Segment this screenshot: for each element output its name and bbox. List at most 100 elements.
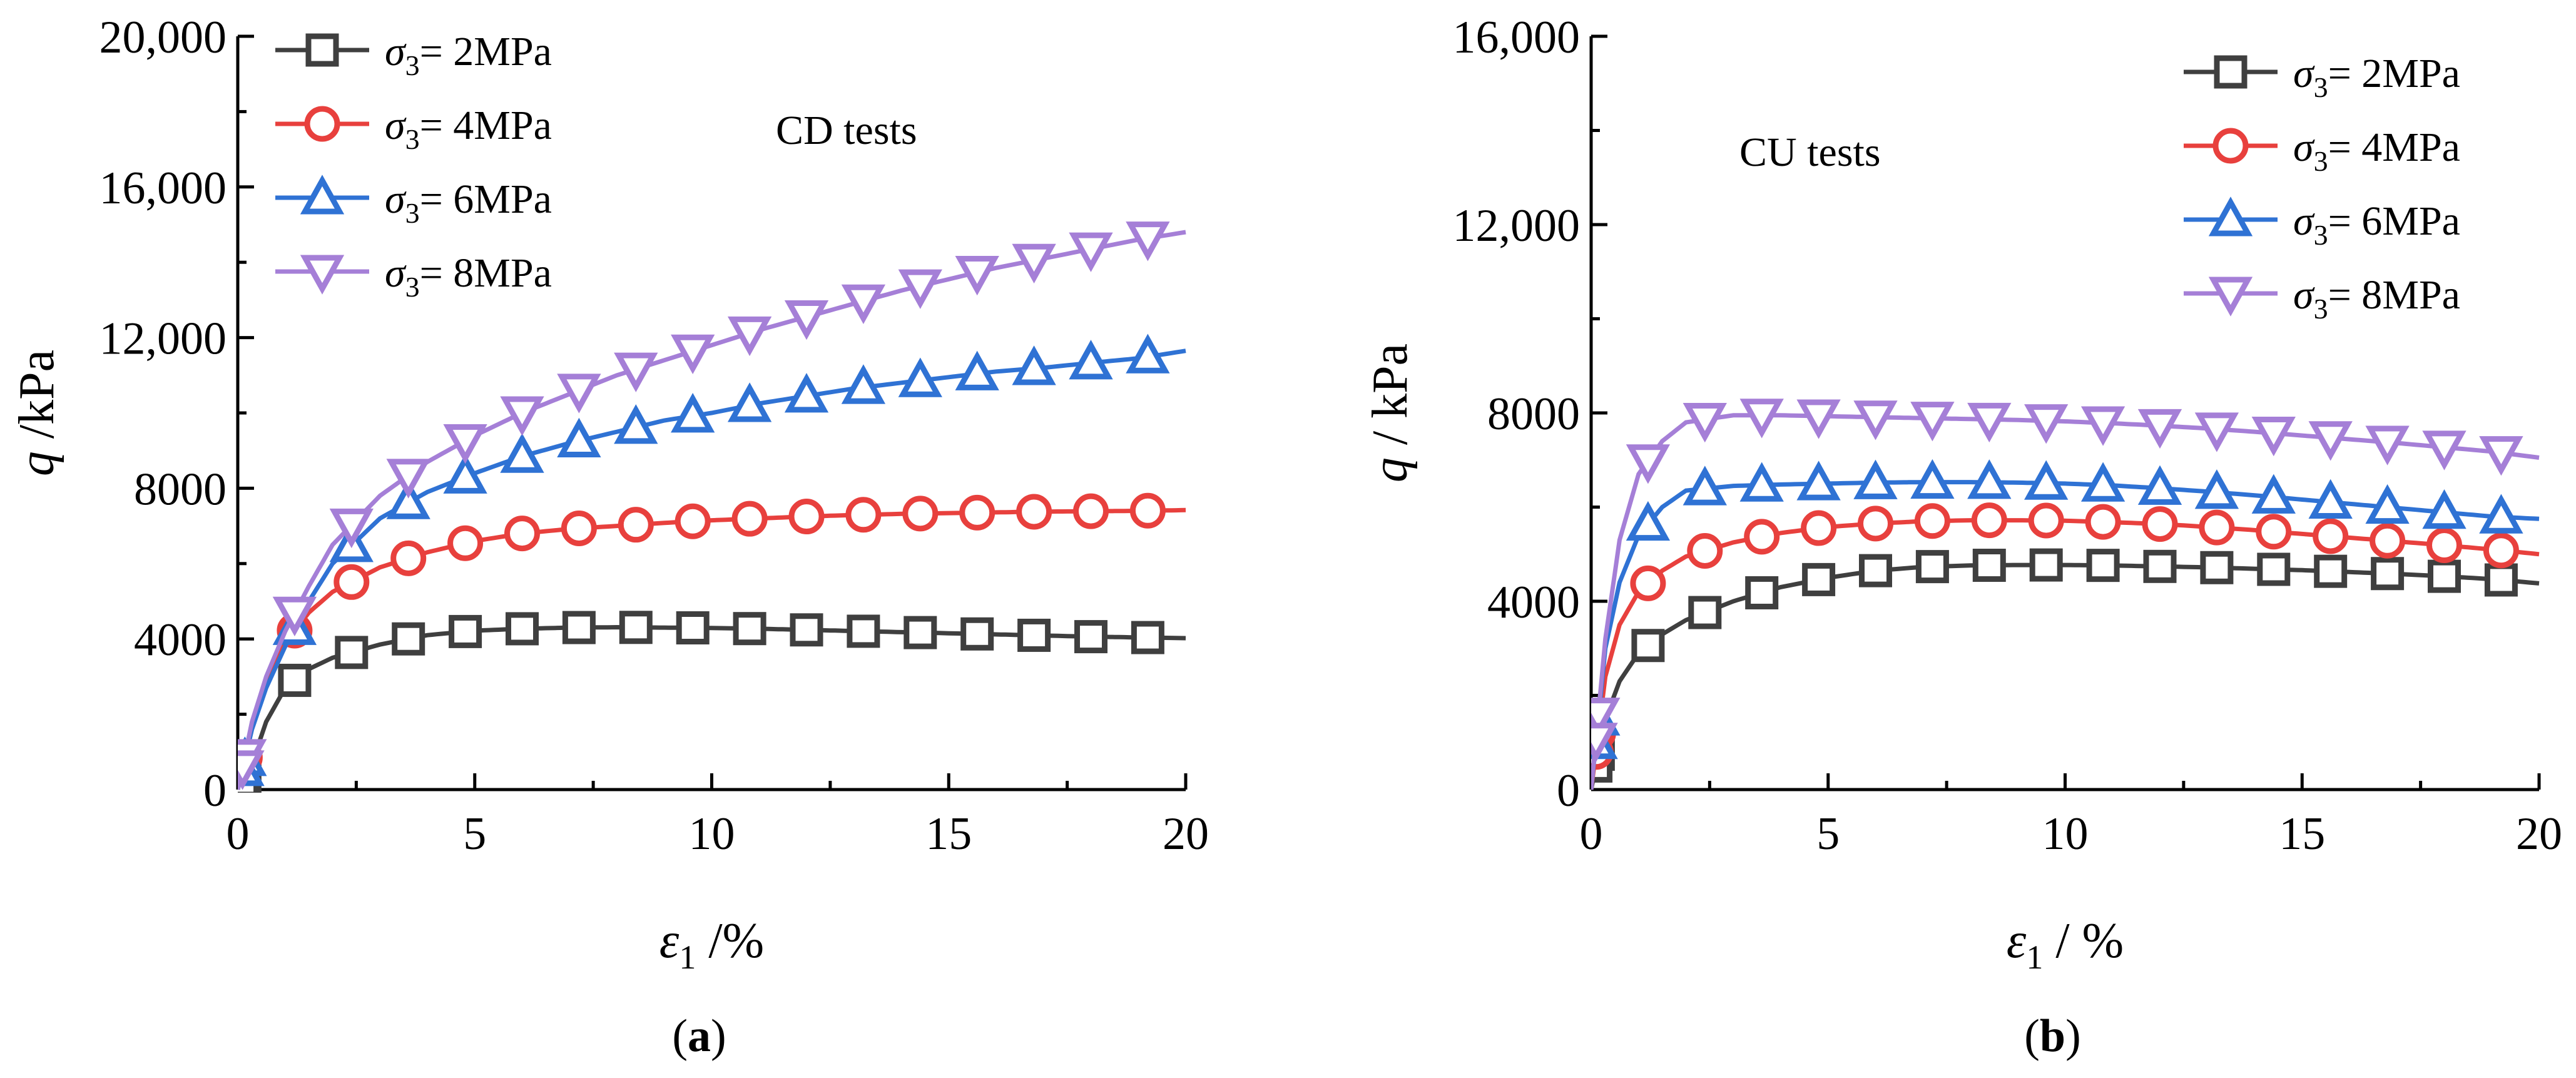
data-point (2024, 404, 2069, 444)
data-point (2426, 527, 2462, 563)
data-point (2371, 557, 2405, 591)
data-point (731, 501, 768, 537)
data-point (1802, 562, 1836, 596)
x-tick-label: 10 (689, 808, 735, 860)
series-2 (238, 333, 1186, 790)
y-axis-label: q /kPa (9, 350, 64, 476)
y-tick-label: 8000 (134, 464, 227, 515)
data-point (1739, 399, 1784, 439)
data-point (898, 269, 942, 309)
y-tick-label: 0 (1557, 765, 1580, 816)
data-point (329, 508, 374, 549)
series-0 (238, 611, 1186, 793)
data-point (727, 382, 772, 422)
panel-label: (a) (672, 1010, 726, 1062)
data-point (2142, 506, 2178, 542)
data-point (733, 612, 766, 646)
data-point (1131, 621, 1164, 654)
x-tick-label: 0 (227, 808, 250, 860)
data-point (557, 417, 601, 458)
legend-item: σ3= 2MPa (275, 29, 552, 81)
data-point (1626, 444, 1671, 484)
data-point (675, 503, 711, 539)
series-line (1591, 562, 2540, 790)
legend-label: σ3= 2MPa (2293, 51, 2460, 103)
legend: σ3= 2MPa σ3= 4MPa σ3= 6MPa σ3= 8MPa (275, 29, 552, 303)
annotation-text: CU tests (1739, 130, 1881, 175)
chart-panel-b: 0 5 10 15 20 0 4000 8000 12,000 16,000 ε1 / % q / k… (1363, 12, 2562, 1062)
data-point (1688, 596, 1722, 629)
series-2 (1591, 459, 2540, 790)
data-point (2086, 549, 2120, 582)
data-point (390, 540, 427, 576)
data-point (1801, 510, 1837, 546)
legend-item: σ3= 4MPa (275, 103, 552, 155)
y-tick-label: 4000 (134, 614, 227, 666)
data-point (2080, 406, 2125, 446)
data-point (1073, 493, 1109, 529)
data-point (1126, 333, 1170, 374)
data-point (386, 459, 430, 499)
x-tick-label: 0 (1580, 808, 1603, 860)
data-point (1858, 506, 1893, 542)
series-1 (1591, 502, 2540, 790)
data-point (2028, 502, 2064, 539)
data-point (561, 510, 597, 546)
data-point (447, 525, 484, 561)
data-point (2308, 479, 2353, 519)
data-point (2251, 474, 2296, 514)
series-line (238, 348, 1186, 790)
y-axis-label: q / kPa (1363, 343, 1418, 482)
y-tick-label: 16,000 (99, 163, 227, 214)
legend-marker (2212, 128, 2249, 164)
data-point (238, 750, 265, 790)
series-3 (238, 221, 1186, 790)
x-tick-label: 5 (1816, 808, 1840, 860)
y-tick-label: 4000 (1487, 577, 1580, 628)
data-point (1914, 503, 1950, 539)
data-point (1853, 400, 1898, 440)
data-point (1630, 565, 1666, 601)
legend-marker (305, 33, 339, 67)
data-point (449, 614, 482, 648)
data-point (614, 352, 658, 392)
data-point (1626, 501, 1671, 541)
data-point (1967, 402, 2012, 443)
data-point (1739, 462, 1784, 502)
legend-label: σ3= 4MPa (2293, 125, 2460, 177)
data-point (500, 396, 544, 436)
data-point (788, 499, 825, 535)
data-point (2085, 504, 2121, 540)
data-point (1069, 340, 1113, 380)
data-point (506, 612, 539, 646)
data-point (1591, 723, 1618, 763)
data-point (2313, 518, 2349, 554)
data-point (1687, 532, 1723, 569)
data-point (2483, 532, 2519, 569)
data-point (562, 611, 596, 644)
data-point (959, 494, 995, 531)
data-point (392, 622, 425, 656)
data-point (2428, 559, 2461, 593)
data-point (727, 316, 772, 357)
data-point (2029, 548, 2063, 582)
data-point (841, 284, 886, 324)
data-point (1853, 459, 1898, 499)
legend: σ3= 2MPa σ3= 4MPa σ3= 6MPa σ3= 8MPa (2184, 51, 2460, 325)
data-point (1683, 465, 1727, 506)
x-tick-label: 15 (2279, 808, 2325, 860)
data-point (1796, 460, 1841, 501)
data-point (386, 479, 430, 519)
data-point (278, 663, 312, 697)
data-point (2484, 563, 2518, 597)
data-point (2370, 522, 2406, 559)
data-point (1915, 550, 1949, 584)
data-point (1016, 494, 1052, 530)
data-point (2194, 469, 2239, 509)
legend-label: σ3= 4MPa (385, 103, 552, 155)
legend-label: σ3= 6MPa (385, 176, 552, 229)
data-point (619, 611, 653, 644)
data-point (790, 613, 823, 647)
